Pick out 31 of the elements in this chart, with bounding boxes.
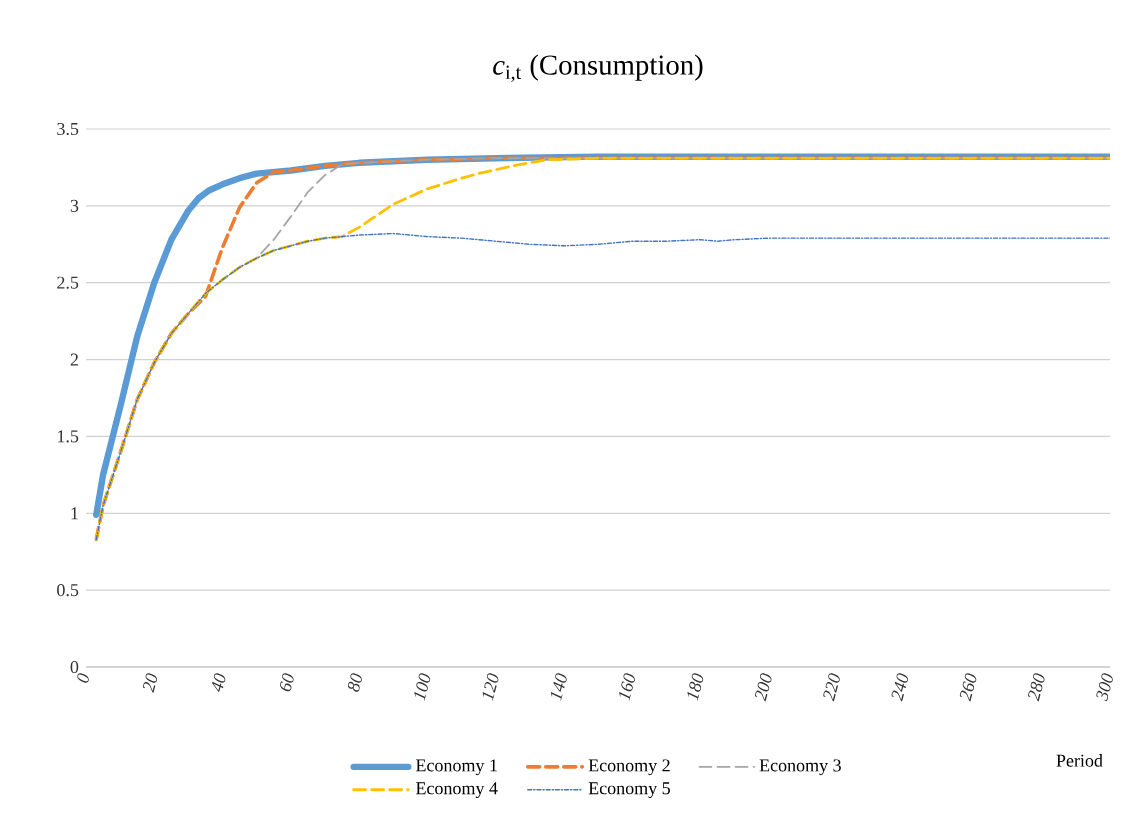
x-tick-label: 120: [482, 673, 499, 701]
x-tick-label: 0: [77, 673, 89, 683]
x-tick-label: 140: [550, 673, 567, 701]
x-tick-label: 60: [280, 673, 294, 692]
legend-label: Economy 2: [588, 759, 670, 776]
legend-label: Economy 1: [416, 759, 497, 776]
y-tick-label: 3.5: [57, 122, 79, 136]
x-tick-label: 240: [891, 673, 909, 702]
x-tick-label: 180: [687, 673, 704, 701]
x-tick-label: 160: [619, 673, 635, 701]
legend-label: Economy 3: [759, 759, 841, 776]
y-tick-label: 2.5: [57, 276, 79, 289]
y-tick-label: 0.5: [57, 584, 79, 597]
y-tick-label: 1.5: [58, 430, 79, 443]
x-tick-label: 280: [1028, 673, 1045, 702]
x-tick-label: 260: [959, 673, 977, 702]
chart-title: c$_{i,t}$ (Consumption): [493, 54, 703, 82]
y-tick-label: 0: [70, 660, 79, 674]
x-tick-label: 300: [1096, 673, 1113, 702]
y-tick-label: 2: [70, 353, 78, 366]
x-tick-label: 80: [347, 673, 362, 692]
legend-label: Economy 5: [588, 782, 670, 799]
y-tick-label: 3: [70, 199, 79, 212]
legend-label: Economy 4: [416, 782, 498, 799]
x-tick-label: 220: [823, 673, 840, 702]
x-tick-label: 200: [755, 673, 772, 702]
x-tick-label: 20: [142, 673, 158, 693]
x-tick-label: 100: [414, 673, 431, 701]
x-axis-title: Period: [1056, 754, 1103, 767]
y-tick-label: 1: [71, 507, 78, 520]
x-tick-label: 40: [212, 673, 226, 693]
